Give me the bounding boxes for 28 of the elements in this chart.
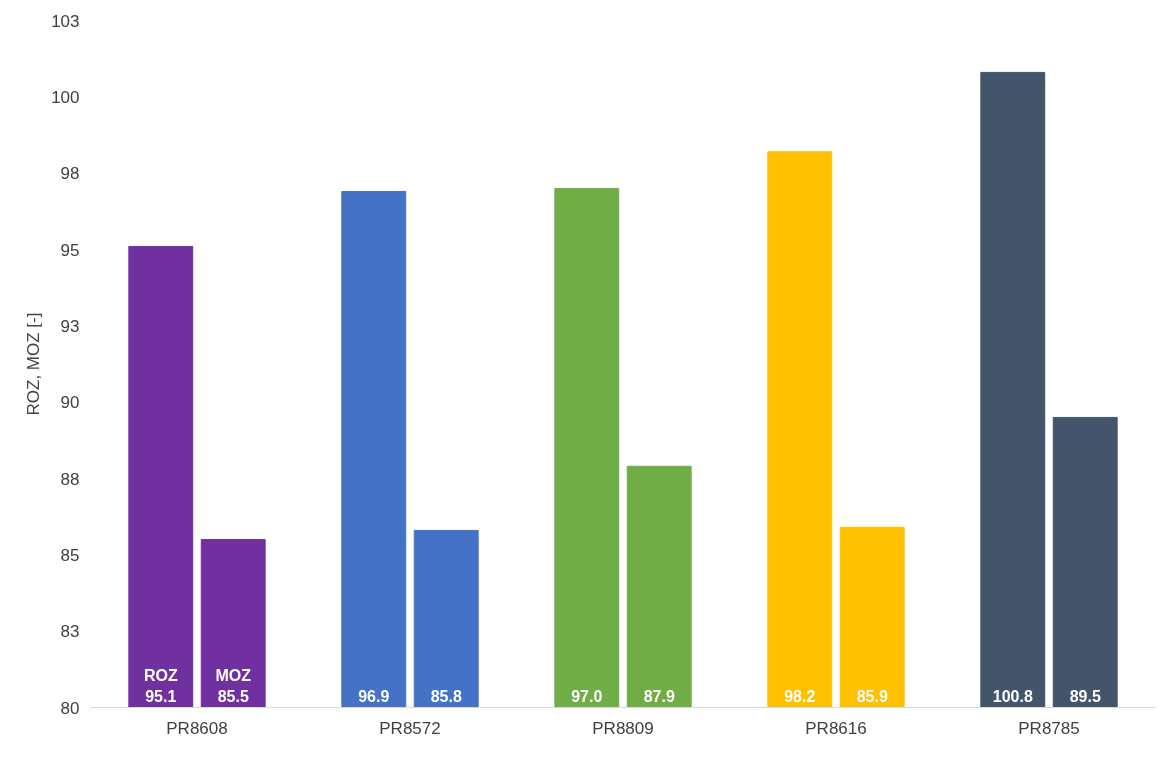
y-tick-label: 100 — [51, 87, 80, 107]
data-label: 96.9 — [358, 688, 390, 705]
y-tick-label: 83 — [60, 622, 80, 642]
y-tick-label: 90 — [60, 393, 80, 413]
data-label: 95.1 — [145, 688, 177, 705]
y-tick-label: 88 — [60, 469, 80, 489]
y-tick-label: 103 — [51, 11, 80, 31]
data-label: 97.0 — [571, 688, 603, 705]
data-label: 85.5 — [217, 688, 249, 705]
data-label: 89.5 — [1069, 688, 1101, 705]
y-tick-label: 93 — [60, 316, 80, 336]
y-tick-label: 80 — [60, 698, 80, 718]
y-tick-label: 85 — [60, 545, 80, 565]
y-axis-title: ROZ, MOZ [-] — [24, 312, 44, 416]
x-tick-label: PR8608 — [166, 718, 228, 738]
data-label: 100.8 — [992, 688, 1033, 705]
series-label: MOZ — [215, 667, 252, 685]
data-label: 98.2 — [784, 688, 816, 705]
data-label: 85.9 — [856, 688, 888, 705]
x-tick-label: PR8616 — [805, 718, 867, 738]
y-tick-label: 95 — [60, 240, 80, 260]
data-label: 87.9 — [643, 688, 675, 705]
series-label: ROZ — [143, 667, 178, 685]
data-label: 85.8 — [430, 688, 462, 705]
x-tick-label: PR8785 — [1018, 718, 1080, 738]
x-tick-label: PR8809 — [592, 718, 654, 738]
y-tick-label: 98 — [60, 164, 80, 184]
x-tick-label: PR8572 — [379, 718, 441, 738]
